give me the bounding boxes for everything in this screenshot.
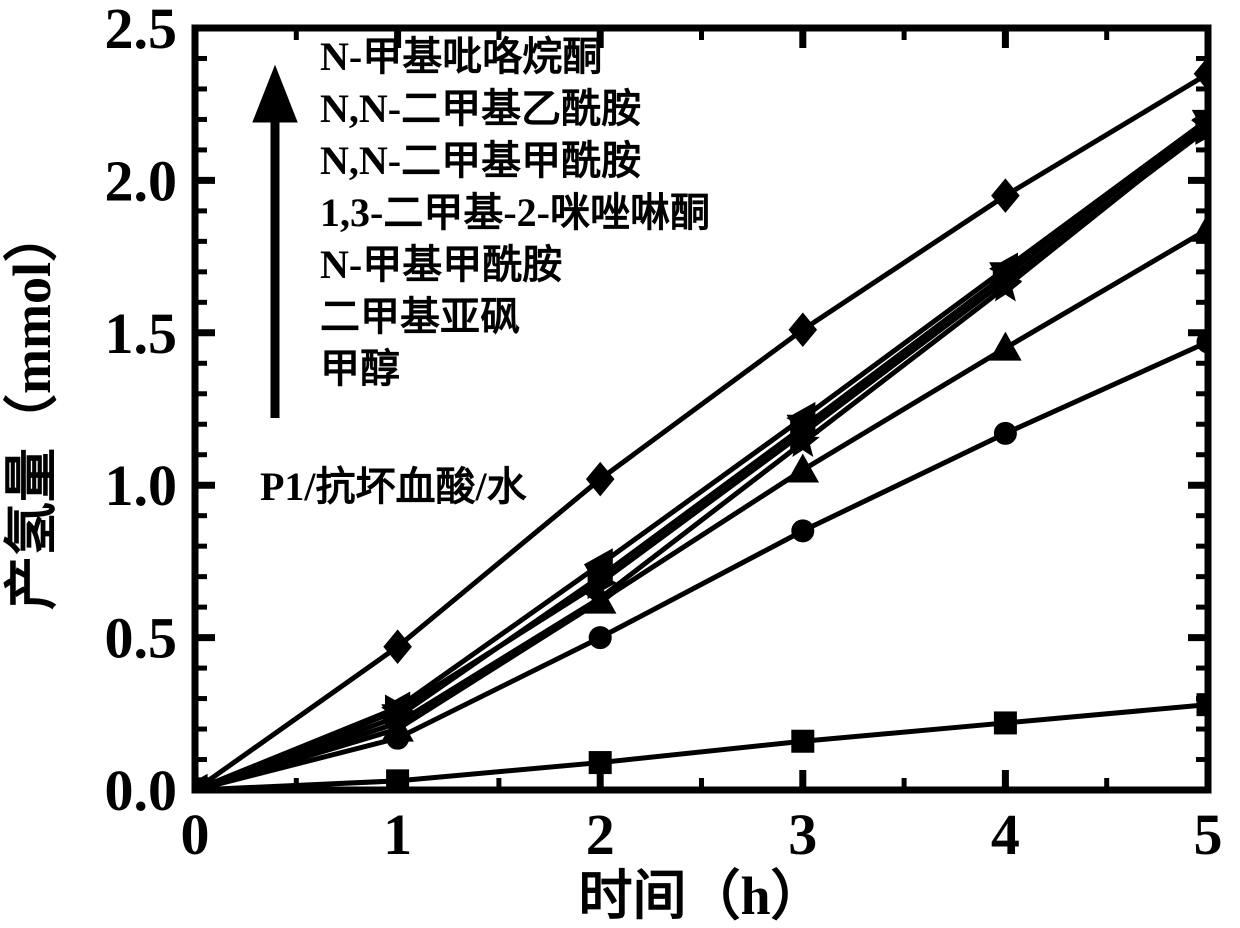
x-axis-label: 时间（h） xyxy=(578,866,824,926)
legend-item: N-甲基吡咯烷酮 xyxy=(320,34,602,79)
marker xyxy=(789,313,816,346)
arrow-head xyxy=(253,66,297,122)
y-axis-label: 产氢量（mmol） xyxy=(2,208,62,610)
x-tick-label: 5 xyxy=(1194,802,1223,867)
y-tick-label: 1.5 xyxy=(105,301,178,366)
marker xyxy=(994,422,1016,444)
series-line xyxy=(195,342,1208,790)
chart-svg: 0 1 2 3 4 5 时间（h） 0.0 0.5 1.0 1.5 2.0 2.5 产氢量（mmol） N-… xyxy=(0,0,1240,928)
marker xyxy=(994,712,1016,734)
marker xyxy=(387,770,409,792)
y-tick-label: 2.0 xyxy=(105,148,178,213)
legend-item: N,N-二甲基乙酰胺 xyxy=(320,86,641,131)
chart-root: 0 1 2 3 4 5 时间（h） 0.0 0.5 1.0 1.5 2.0 2.5 产氢量（mmol） N-… xyxy=(0,0,1240,928)
marker xyxy=(1197,694,1219,716)
x-tick-label: 1 xyxy=(383,802,412,867)
marker xyxy=(384,630,411,663)
marker xyxy=(990,333,1021,361)
x-tick-label: 3 xyxy=(788,802,817,867)
marker xyxy=(589,627,611,649)
marker xyxy=(387,727,409,749)
series-line xyxy=(195,705,1208,790)
marker xyxy=(1197,331,1219,353)
legend-item: 1,3-二甲基-2-咪唑啉酮 xyxy=(320,190,710,235)
y-tick-label: 1.0 xyxy=(105,453,178,518)
marker xyxy=(792,520,814,542)
legend-item: N-甲基甲酰胺 xyxy=(320,242,562,287)
marker xyxy=(1194,57,1221,90)
legend-item: 甲醇 xyxy=(320,346,400,391)
marker xyxy=(587,463,614,496)
x-tick-label: 0 xyxy=(181,802,210,867)
x-tick-label: 4 xyxy=(991,802,1020,867)
y-tick-label: 2.5 xyxy=(105,0,178,61)
marker xyxy=(1193,214,1224,242)
legend-lower-label: P1/抗坏血酸/水 xyxy=(260,464,528,509)
legend-item: 二甲基亚砜 xyxy=(320,294,520,339)
marker xyxy=(184,779,206,801)
marker xyxy=(992,179,1019,212)
y-tick-label: 0.0 xyxy=(105,758,178,823)
legend-item: N,N-二甲基甲酰胺 xyxy=(320,138,641,183)
marker xyxy=(589,752,611,774)
y-tick-label: 0.5 xyxy=(105,606,178,671)
x-tick-label: 2 xyxy=(586,802,615,867)
marker xyxy=(792,730,814,752)
marker xyxy=(787,455,818,483)
